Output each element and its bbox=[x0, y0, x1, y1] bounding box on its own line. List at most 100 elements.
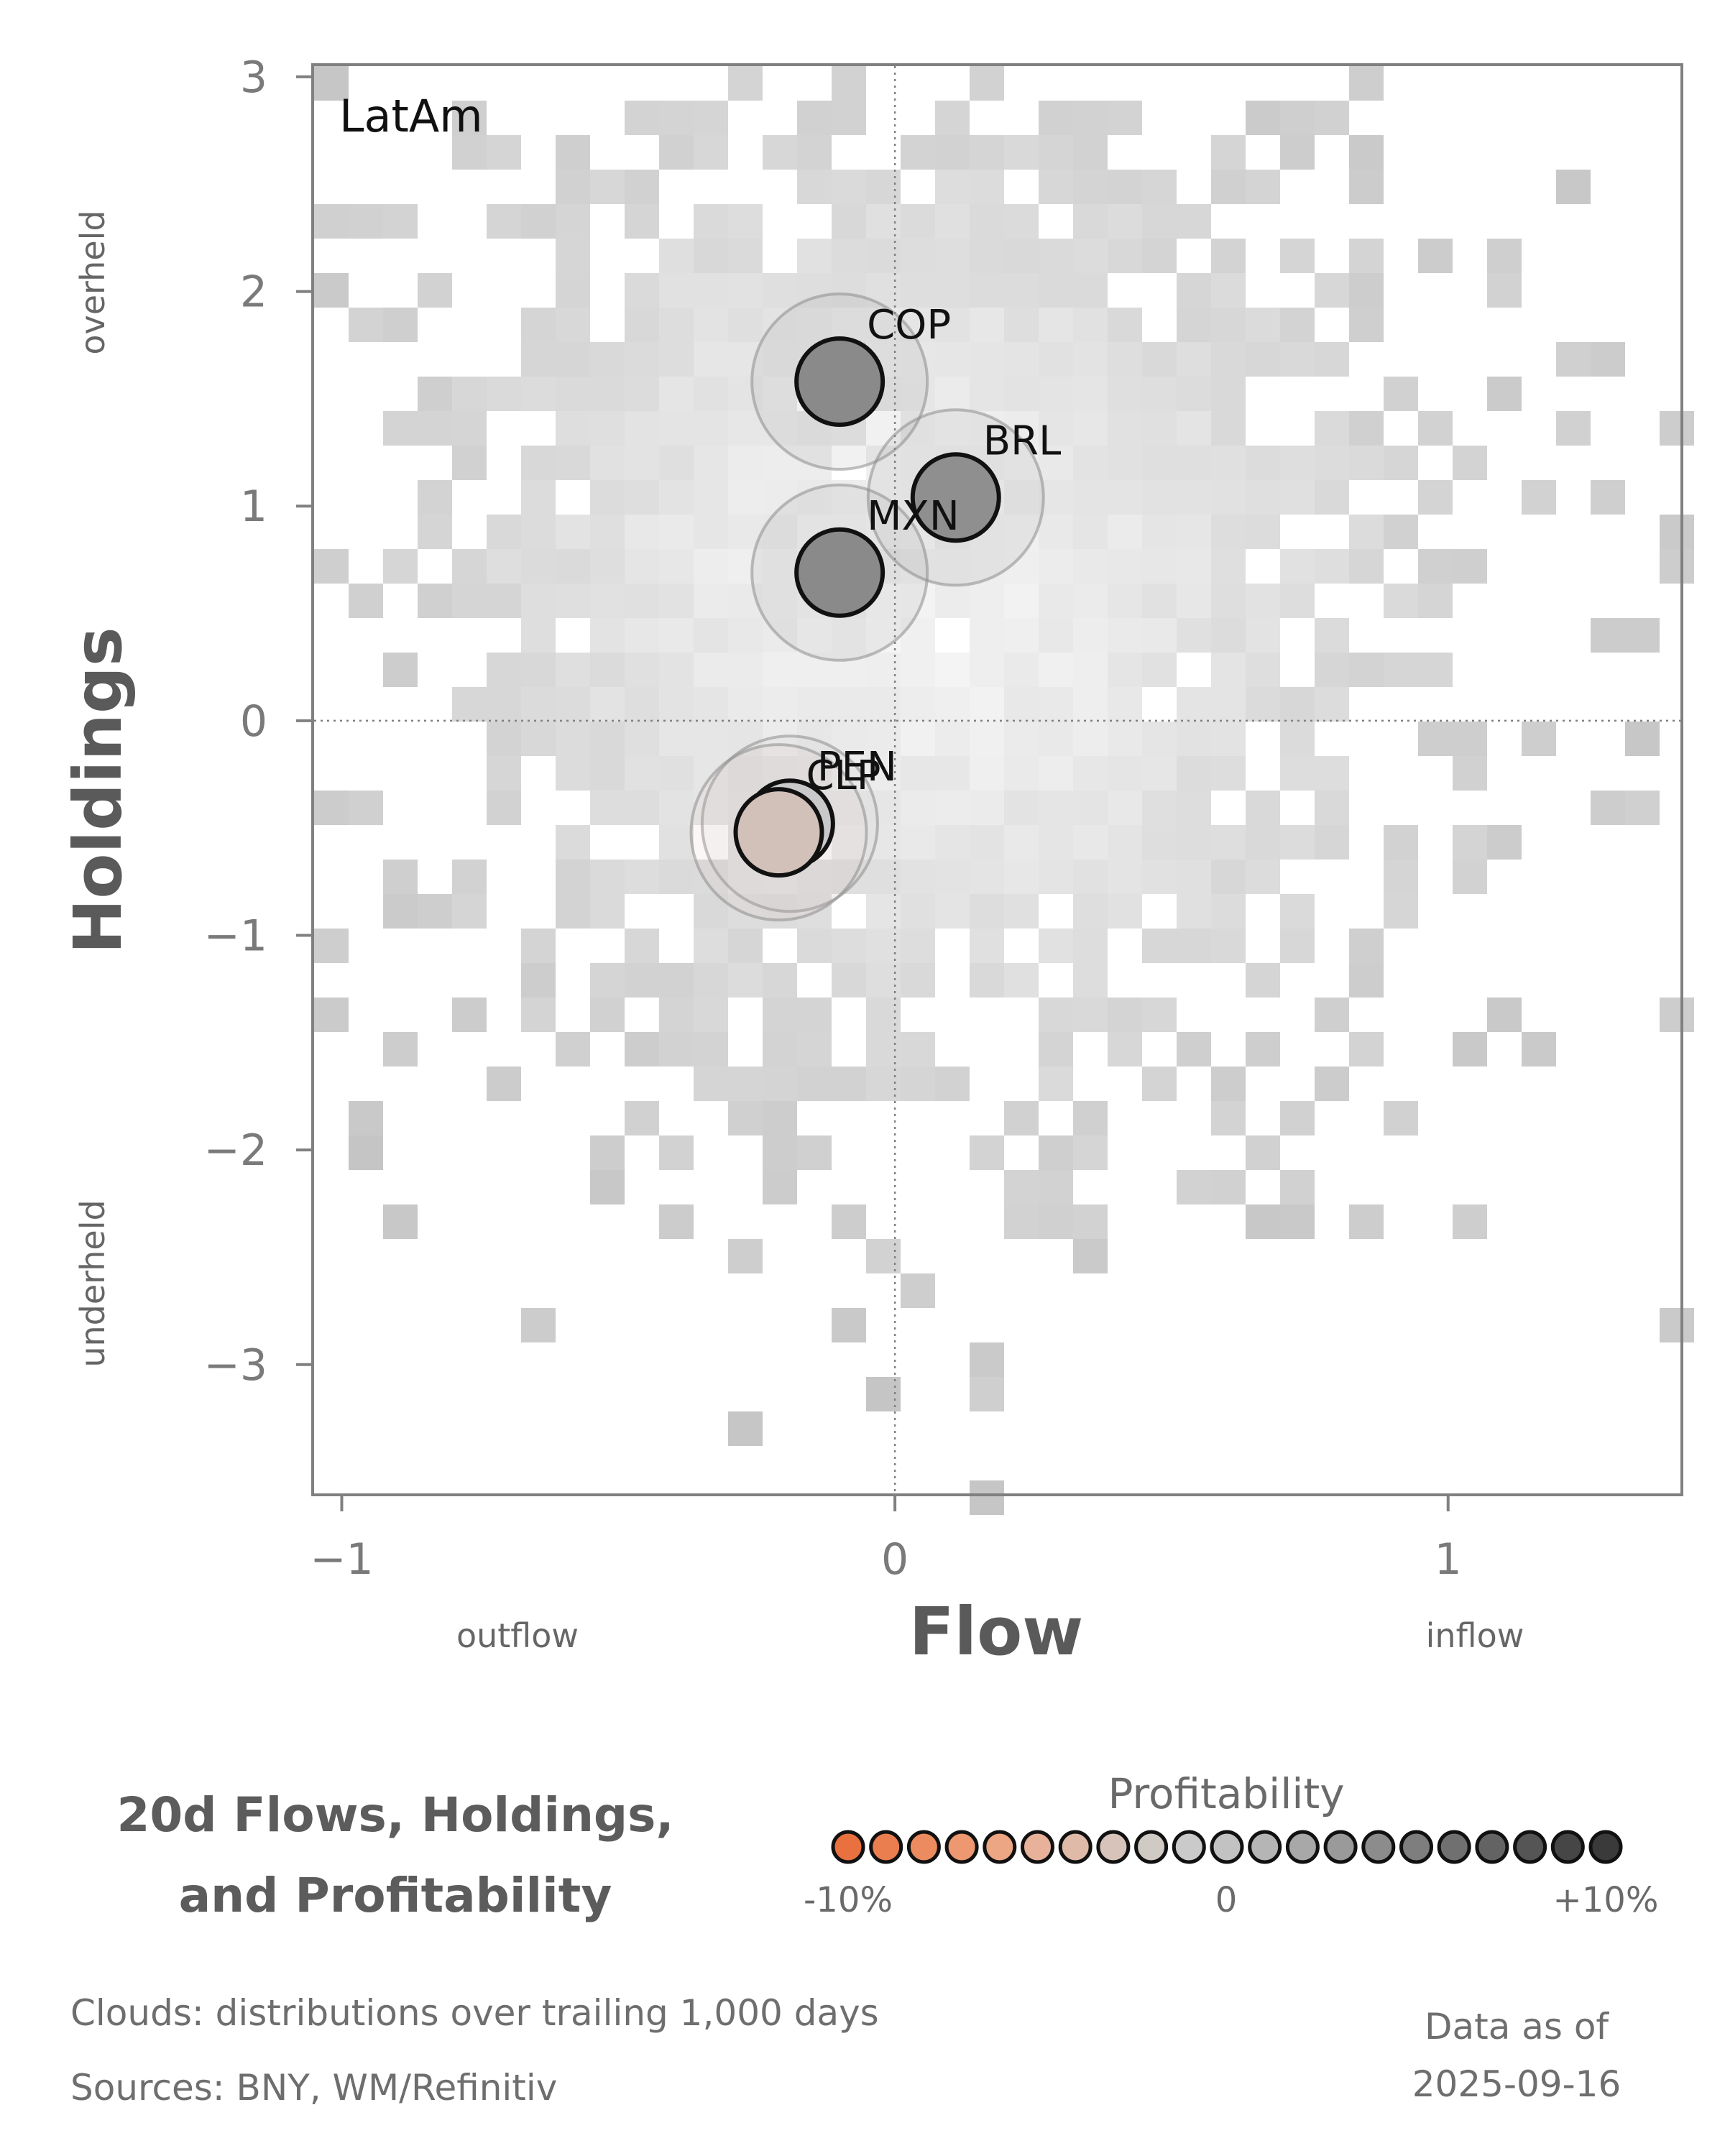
cloud-cell bbox=[1177, 894, 1211, 929]
cloud-cell bbox=[625, 687, 659, 722]
cloud-cell bbox=[1073, 204, 1108, 239]
cloud-cell bbox=[1246, 584, 1280, 618]
cloud-cell bbox=[1384, 515, 1418, 549]
cloud-cell bbox=[1556, 170, 1591, 204]
cloud-cell bbox=[659, 756, 694, 791]
cloud-cell bbox=[590, 515, 625, 549]
cloud-cell bbox=[694, 446, 728, 480]
cloud-cell bbox=[970, 618, 1004, 653]
cloud-cell bbox=[556, 860, 590, 894]
cloud-cell bbox=[1177, 722, 1211, 756]
cloud-cell bbox=[418, 480, 452, 515]
cloud-cell bbox=[1039, 135, 1073, 170]
cloud-cell bbox=[1660, 411, 1694, 446]
cloud-cell bbox=[797, 239, 832, 273]
cloud-cell bbox=[659, 377, 694, 411]
cloud-cell bbox=[832, 273, 866, 308]
cloud-cell bbox=[728, 273, 763, 308]
cloud-cell bbox=[1142, 825, 1177, 860]
cloud-cell bbox=[935, 825, 970, 860]
y-tick-label: 1 bbox=[240, 482, 267, 532]
cloud-cell bbox=[763, 377, 797, 411]
cloud-cell bbox=[728, 929, 763, 963]
cloud-cell bbox=[763, 446, 797, 480]
cloud-cell bbox=[1073, 1135, 1108, 1170]
cloud-cell bbox=[797, 308, 832, 342]
cloud-cell bbox=[521, 515, 556, 549]
cloud-cell bbox=[970, 170, 1004, 204]
cloud-cell bbox=[383, 204, 418, 239]
cloud-cell bbox=[694, 515, 728, 549]
cloud-cell bbox=[935, 687, 970, 722]
cloud-cell bbox=[1246, 687, 1280, 722]
cloud-cell bbox=[625, 1101, 659, 1135]
cloud-cell bbox=[1004, 480, 1039, 515]
cloud-cell bbox=[763, 411, 797, 446]
cloud-cell bbox=[521, 480, 556, 515]
cloud-cell bbox=[487, 584, 521, 618]
cloud-cell bbox=[1211, 170, 1246, 204]
cloud-cell bbox=[487, 653, 521, 687]
cloud-cell bbox=[314, 929, 349, 963]
cloud-cell bbox=[1280, 135, 1315, 170]
cloud-cell bbox=[1211, 1101, 1246, 1135]
cloud-cell bbox=[1073, 515, 1108, 549]
cloud-cell bbox=[625, 411, 659, 446]
cloud-cell bbox=[935, 239, 970, 273]
marker-label-cop: COP bbox=[867, 302, 951, 349]
cloud-cell bbox=[452, 377, 487, 411]
cloud-cell bbox=[1039, 170, 1073, 204]
cloud-cell bbox=[1039, 273, 1073, 308]
cloud-cell bbox=[1660, 549, 1694, 584]
cloud-cell bbox=[832, 1308, 866, 1342]
cloud-cell bbox=[1039, 756, 1073, 791]
cloud-cell bbox=[659, 687, 694, 722]
cloud-cell bbox=[935, 860, 970, 894]
cloud-cell bbox=[556, 204, 590, 239]
cloud-cell bbox=[935, 308, 970, 342]
cloud-cell bbox=[590, 342, 625, 377]
cloud-cell bbox=[1625, 791, 1660, 825]
cloud-cell bbox=[1177, 1170, 1211, 1204]
cloud-cell bbox=[590, 170, 625, 204]
cloud-cell bbox=[1211, 1067, 1246, 1101]
reference-lines bbox=[314, 66, 1680, 1493]
cloud-cell bbox=[1108, 653, 1142, 687]
cloud-cell bbox=[1453, 860, 1487, 894]
cloud-cell bbox=[659, 342, 694, 377]
cloud-cell bbox=[1177, 791, 1211, 825]
cloud-cell bbox=[1177, 342, 1211, 377]
cloud-cell bbox=[763, 1032, 797, 1067]
cloud-cell bbox=[763, 135, 797, 170]
cloud-cell bbox=[1004, 722, 1039, 756]
cloud-cell bbox=[866, 273, 901, 308]
cloud-cell bbox=[1487, 377, 1522, 411]
cloud-cell bbox=[1108, 446, 1142, 480]
cloud-cell bbox=[383, 549, 418, 584]
cloud-cell bbox=[1315, 480, 1349, 515]
cloud-cell bbox=[349, 584, 383, 618]
cloud-cell bbox=[521, 204, 556, 239]
cloud-cell bbox=[314, 273, 349, 308]
cloud-cell bbox=[970, 135, 1004, 170]
legend-dot bbox=[1210, 1830, 1244, 1864]
cloud-cell bbox=[832, 929, 866, 963]
cloud-cell bbox=[1246, 1032, 1280, 1067]
cloud-cell bbox=[487, 515, 521, 549]
legend-dot bbox=[1588, 1830, 1623, 1864]
cloud-cell bbox=[970, 66, 1004, 101]
cloud-cell bbox=[970, 860, 1004, 894]
cloud-cell bbox=[694, 584, 728, 618]
cloud-cell bbox=[901, 618, 935, 653]
cloud-cell bbox=[1211, 687, 1246, 722]
cloud-cell bbox=[625, 1032, 659, 1067]
cloud-cell bbox=[935, 722, 970, 756]
y-tick-label: 2 bbox=[240, 267, 267, 318]
cloud-cell bbox=[970, 239, 1004, 273]
cloud-cell bbox=[556, 687, 590, 722]
cloud-cell bbox=[521, 963, 556, 998]
cloud-cell bbox=[1004, 308, 1039, 342]
x-side-label-left: outflow bbox=[456, 1616, 579, 1655]
cloud-cell bbox=[832, 308, 866, 342]
cloud-cell bbox=[1073, 791, 1108, 825]
